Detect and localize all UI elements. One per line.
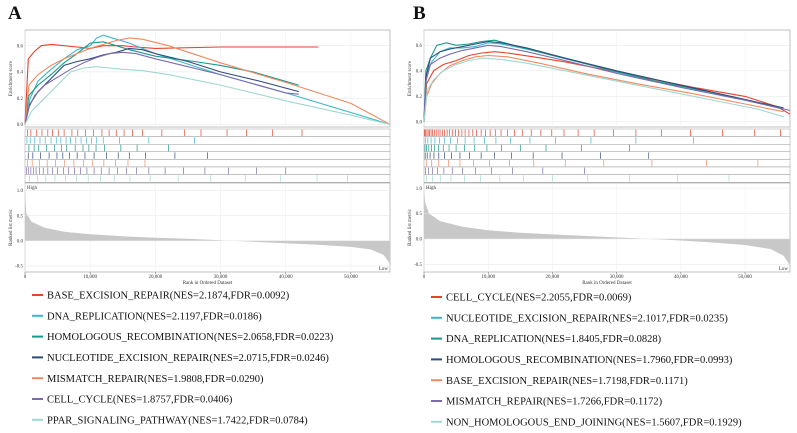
panel-a: A 0.0 0.2 0.4 0.6 Enrichment score 1.0 0.5 0.0 -0… [8, 3, 391, 426]
es-axis-title: Enrichment score [9, 60, 14, 96]
es-tick-label: 0.6 [17, 44, 24, 49]
x-tick-label: 20,000 [546, 275, 560, 280]
es-tick-label: 0.2 [416, 95, 423, 100]
legend-label-3: DNA_REPLICATION(NES=1.8405,FDR=0.0828) [446, 334, 662, 345]
x-tick-label: 30,000 [610, 275, 624, 280]
x-axis-title: Rank in Ordered Dataset [183, 281, 233, 286]
metric-tick-label: -0.5 [414, 263, 422, 268]
metric-tick-label: 0.0 [17, 240, 24, 245]
low-label: Low [379, 267, 389, 272]
low-label: Low [779, 267, 789, 272]
panel-b: B 0.6 0.4 0.2 0.0 Enrichment score 1.0 0.5 0.0 -0… [408, 3, 791, 428]
x-tick-label: 50,000 [344, 275, 358, 280]
es-curve-7 [423, 57, 784, 122]
legend-label-1: BASE_EXCISION_REPAIR(NES=2.1874,FDR=0.00… [47, 291, 290, 302]
hit-row-7 [423, 174, 791, 183]
es-tick-label: 0.4 [416, 70, 423, 75]
legend-label-6: MISMATCH_REPAIR(NES=1.7266,FDR=0.1172) [446, 397, 663, 408]
legend-label-5: MISMATCH_REPAIR(NES=1.9808,FDR=0.0290) [47, 374, 264, 385]
panel-label: B [413, 3, 426, 24]
x-tick-label: 30,000 [214, 275, 228, 280]
legend-label-5: BASE_EXCISION_REPAIR(NES=1.7198,FDR=0.11… [446, 376, 688, 387]
es-plot-frame [423, 29, 791, 128]
es-curve-5 [423, 54, 784, 122]
high-label: High [426, 186, 437, 191]
legend-label-7: NON_HOMOLOGOUS_END_JOINING(NES=1.5607,FD… [446, 417, 742, 428]
es-curve-6 [423, 44, 791, 122]
es-tick-label: 0.0 [17, 123, 24, 128]
x-axis-title: Rank in Ordered Dataset [582, 281, 632, 286]
es-curve-6 [24, 51, 299, 125]
x-tick-label: 40,000 [674, 275, 688, 280]
hit-row-7 [24, 174, 391, 183]
metric-plot-frame [423, 182, 791, 273]
x-tick-label: 50,000 [738, 275, 752, 280]
metric-tick-label: 1.0 [17, 189, 24, 194]
x-tick-label: 40,000 [279, 275, 293, 280]
metric-tick-label: 0.5 [416, 212, 423, 217]
hit-row-3 [24, 143, 391, 152]
metric-plot-frame [24, 182, 391, 273]
metric-axis-title: Ranked list metric [408, 208, 413, 245]
es-tick-label: 0.6 [416, 44, 423, 49]
es-curve-2 [24, 34, 391, 125]
x-tick-label: 10,000 [83, 275, 97, 280]
x-tick-label: 10,000 [481, 275, 495, 280]
panel-label: A [8, 3, 22, 24]
legend-label-2: NUCLEOTIDE_EXCISION_REPAIR(NES=2.1017,FD… [446, 313, 728, 324]
es-curve-7 [24, 66, 391, 125]
hit-row-2 [423, 136, 791, 145]
es-tick-label: 0.2 [17, 97, 24, 102]
x-tick-label: 0 [24, 275, 27, 280]
legend-label-6: CELL_CYCLE(NES=1.8757,FDR=0.0406) [47, 395, 233, 406]
hit-row-4 [423, 151, 791, 160]
legend-label-4: NUCLEOTIDE_EXCISION_REPAIR(NES=2.0715,FD… [47, 353, 329, 364]
hit-row-6 [423, 166, 791, 175]
legend-label-7: PPAR_SIGNALING_PATHWAY(NES=1.7422,FDR=0.… [47, 415, 308, 426]
es-curve-3 [423, 39, 784, 122]
es-curve-3 [24, 41, 299, 125]
metric-axis-title: Ranked list metric [9, 208, 14, 245]
legend-label-2: DNA_REPLICATION(NES=2.1197,FDR=0.0186) [47, 311, 262, 322]
hit-row-3 [423, 143, 791, 152]
hit-row-2 [24, 136, 391, 145]
es-curve-5 [24, 37, 391, 125]
legend-label-3: HOMOLOGOUS_RECOMBINATION(NES=2.0658,FDR=… [47, 332, 334, 343]
es-plot-frame [24, 29, 391, 128]
hit-row-6 [24, 166, 391, 175]
es-axis-title: Enrichment score [408, 60, 413, 96]
es-tick-label: 0.4 [17, 71, 24, 76]
metric-tick-label: 1.0 [416, 187, 423, 192]
metric-tick-label: 0.0 [416, 238, 423, 243]
es-tick-label: 0.0 [416, 121, 423, 126]
hit-row-5 [24, 159, 391, 168]
legend-label-1: CELL_CYCLE(NES=2.2055,FDR=0.0069) [446, 293, 632, 304]
hit-row-1 [24, 128, 391, 137]
es-curve-1 [423, 51, 791, 122]
es-curve-4 [423, 40, 784, 122]
metric-tick-label: -0.5 [15, 265, 23, 270]
hit-row-5 [423, 159, 791, 168]
metric-tick-label: 0.5 [17, 214, 24, 219]
x-tick-label: 20,000 [148, 275, 162, 280]
hit-row-1 [423, 128, 791, 137]
legend-label-4: HOMOLOGOUS_RECOMBINATION(NES=1.7960,FDR=… [446, 355, 733, 366]
x-tick-label: 0 [423, 275, 426, 280]
high-label: High [27, 186, 38, 191]
